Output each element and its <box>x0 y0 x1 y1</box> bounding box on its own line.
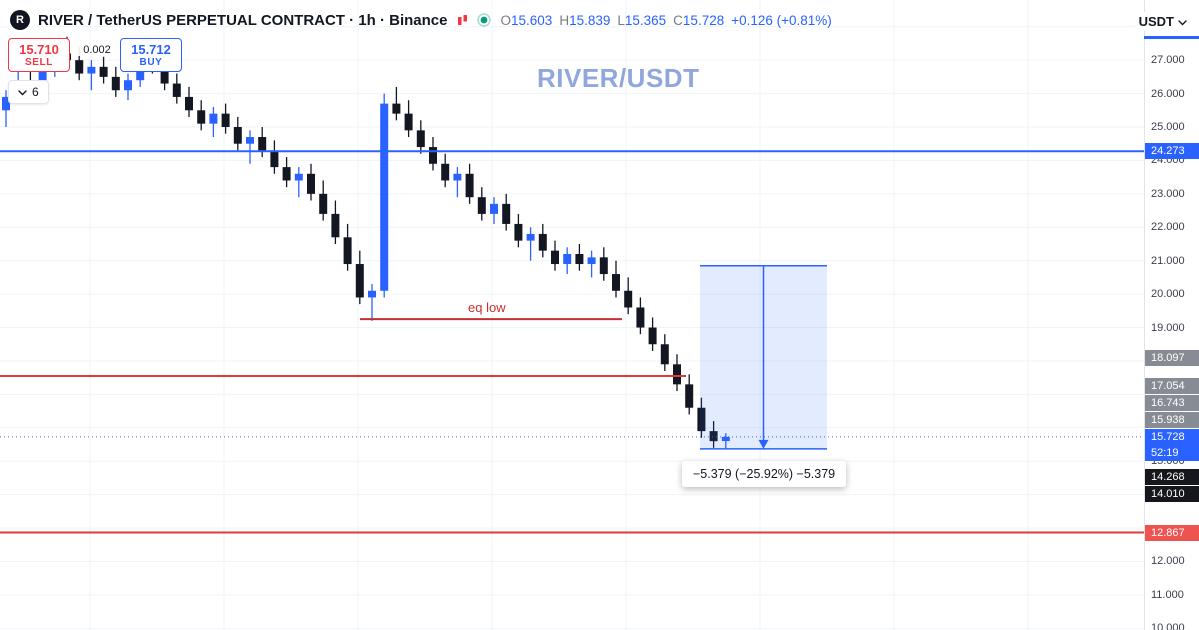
currency-value: USDT <box>1138 14 1174 29</box>
chevron-down-icon <box>18 85 27 99</box>
price-tick: 22.000 <box>1151 221 1185 234</box>
sell-button[interactable]: 15.710 SELL <box>8 38 70 72</box>
price-tick: 20.000 <box>1151 288 1185 301</box>
axis-accent-line <box>1144 36 1199 39</box>
buy-button[interactable]: 15.712 BUY <box>120 38 182 72</box>
price-tick: 19.000 <box>1151 321 1185 334</box>
price-tick: 27.000 <box>1151 54 1185 67</box>
price-tick: 11.000 <box>1151 588 1184 601</box>
price-tick: 10.000 <box>1151 622 1185 630</box>
price-badge: 24.273 <box>1145 143 1199 160</box>
buy-price: 15.712 <box>131 42 171 57</box>
high-value: 15.839 <box>569 12 611 28</box>
ohlc-values: O15.603 H15.839 L15.365 C15.728 +0.126 (… <box>501 13 832 28</box>
price-badge: 14.010 <box>1145 486 1199 503</box>
chevron-down-icon <box>1178 14 1187 29</box>
price-badge: 15.728 <box>1145 428 1199 445</box>
chart-legend: R RIVER / TetherUS PERPETUAL CONTRACT · … <box>10 10 832 30</box>
close-value: 15.728 <box>682 12 725 28</box>
open-value: 15.603 <box>511 12 553 28</box>
open-label: O <box>500 12 512 28</box>
price-badge: 12.867 <box>1145 524 1199 541</box>
sell-label: SELL <box>25 57 53 68</box>
market-status-icon[interactable] <box>476 13 491 27</box>
buy-label: BUY <box>139 57 163 68</box>
price-tick: 23.000 <box>1151 187 1185 200</box>
chart-pane[interactable]: eq low <box>0 0 1144 630</box>
candle-icon[interactable] <box>456 14 469 27</box>
price-tick: 12.000 <box>1151 555 1185 568</box>
price-badge: 18.097 <box>1145 349 1199 366</box>
sell-price: 15.710 <box>19 42 59 57</box>
currency-selector[interactable]: USDT <box>1134 12 1191 31</box>
change-value: +0.126 (+0.81%) <box>731 12 832 28</box>
candle-countdown-badge: 52:19 <box>1145 445 1199 462</box>
price-tick: 25.000 <box>1151 121 1185 133</box>
lot-size-dropdown[interactable]: 6 <box>8 80 49 104</box>
lot-size-value: 6 <box>32 85 39 99</box>
high-label: H <box>559 12 570 28</box>
price-badge: 14.268 <box>1145 469 1199 486</box>
low-value: 15.365 <box>624 12 667 28</box>
price-tick: 26.000 <box>1151 87 1185 100</box>
symbol-title[interactable]: RIVER / TetherUS PERPETUAL CONTRACT · 1h… <box>38 11 448 29</box>
close-label: C <box>673 12 683 28</box>
price-axis[interactable]: 27.000 26.000 25.000 24.000 23.000 22.000 21.0… <box>1144 0 1199 630</box>
price-badge: 15.938 <box>1145 411 1199 428</box>
symbol-logo-icon: R <box>10 10 30 30</box>
spread-value: 0.002 <box>76 44 118 56</box>
svg-text:eq low: eq low <box>468 300 506 315</box>
low-label: L <box>617 12 625 28</box>
price-tick: 21.000 <box>1151 254 1185 267</box>
price-badge: 16.743 <box>1145 394 1199 411</box>
price-badge: 17.054 <box>1145 377 1199 394</box>
measure-tooltip: −5.379 (−25.92%) −5.379 <box>682 461 847 487</box>
